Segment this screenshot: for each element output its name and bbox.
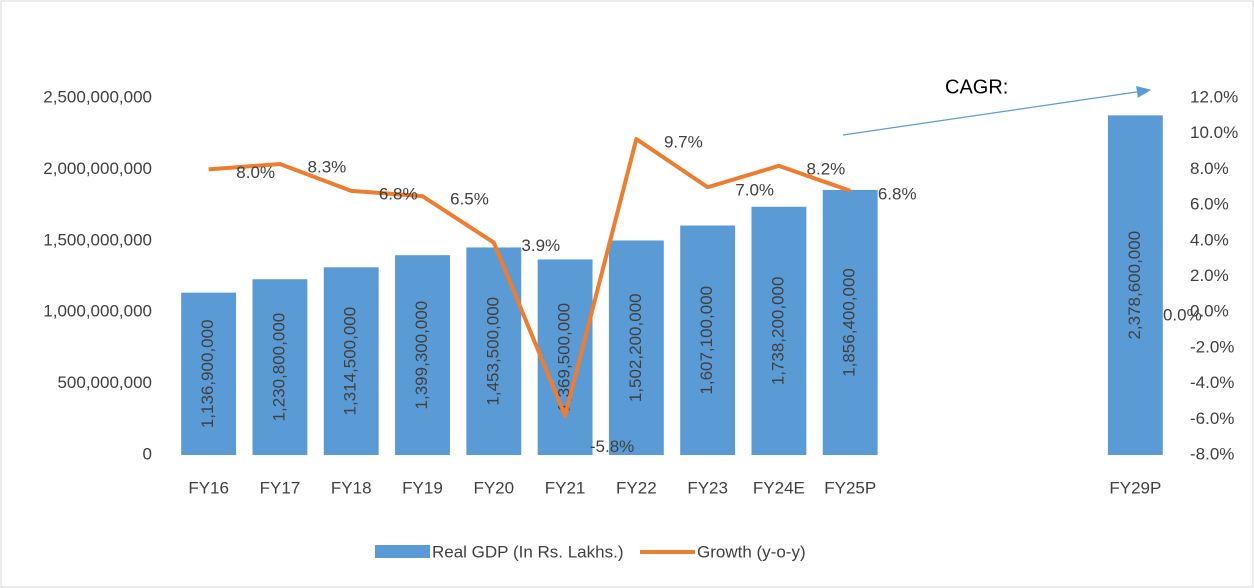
line-label: -5.8% (590, 437, 634, 456)
bar (252, 279, 308, 455)
y2-tick-label: -2.0% (1190, 337, 1234, 356)
annotation: CAGR: (945, 76, 1008, 98)
bar-label: 1,453,500,000 (483, 297, 502, 406)
line-label: 0.0% (1163, 306, 1202, 325)
x-tick-label: FY29P (1109, 478, 1161, 497)
y2-tick-label: -4.0% (1190, 373, 1234, 392)
line-label: 6.8% (379, 184, 418, 203)
legend-swatch (375, 545, 430, 558)
bar-label: 2,378,600,000 (1125, 231, 1144, 340)
cagr-arrow (842, 85, 1152, 136)
y2-tick-label: 0.0% (1190, 302, 1229, 321)
legend-label: Real GDP (In Rs. Lakhs.) (432, 542, 623, 561)
legend-label: Growth (y-o-y) (697, 542, 806, 561)
y2-tick-label: 10.0% (1190, 123, 1238, 142)
x-tick-label: FY18 (331, 478, 372, 497)
bar (608, 240, 664, 455)
y-tick-label: 1,000,000,000 (43, 302, 152, 321)
y2-tick-label: 2.0% (1190, 266, 1229, 285)
bar (323, 267, 379, 455)
line-label: 8.2% (807, 159, 846, 178)
bar-label: 1,607,100,000 (697, 286, 716, 395)
line-label: 3.9% (521, 236, 560, 255)
line-label: 8.0% (236, 163, 275, 182)
line-label: 9.7% (664, 133, 703, 152)
bar-label: 1,230,800,000 (269, 313, 288, 422)
bar (181, 292, 237, 455)
bar (680, 225, 736, 455)
bar (1107, 115, 1163, 455)
bar-label: 1,502,200,000 (626, 293, 645, 402)
bar-label: 1,738,200,000 (768, 277, 787, 386)
x-tick-label: FY23 (687, 478, 728, 497)
x-tick-label: FY16 (188, 478, 229, 497)
bar-label: 1,369,500,000 (555, 303, 574, 412)
line-label: 8.3% (308, 158, 347, 177)
x-tick-label: FY21 (545, 478, 586, 497)
line-label: 7.0% (735, 181, 774, 200)
line-label: 6.8% (878, 184, 917, 203)
y2-tick-label: 12.0% (1190, 87, 1238, 106)
x-tick-label: FY20 (473, 478, 514, 497)
bar-label: 1,136,900,000 (198, 319, 217, 428)
bar (395, 255, 450, 455)
bar (537, 259, 593, 455)
y2-tick-label: 8.0% (1190, 159, 1229, 178)
x-tick-label: FY24E (753, 478, 805, 497)
x-tick-label: FY17 (260, 478, 301, 497)
y2-tick-label: -8.0% (1190, 444, 1234, 463)
bar-label: 1,399,300,000 (412, 301, 431, 410)
y-tick-label: 1,500,000,000 (43, 230, 152, 249)
y-tick-label: 0 (143, 444, 152, 463)
bar-label: 1,314,500,000 (341, 307, 360, 416)
bar (751, 206, 807, 455)
bar-label: 1,856,400,000 (840, 268, 859, 377)
y2-tick-label: 4.0% (1190, 230, 1229, 249)
y-tick-label: 2,000,000,000 (43, 159, 152, 178)
y-tick-label: 2,500,000,000 (43, 87, 152, 106)
x-tick-label: FY19 (402, 478, 443, 497)
x-tick-label: FY25P (824, 478, 876, 497)
x-tick-label: FY22 (616, 478, 657, 497)
line-label: 6.5% (450, 190, 489, 209)
y-tick-label: 500,000,000 (57, 373, 152, 392)
y2-tick-label: -6.0% (1190, 409, 1234, 428)
y2-tick-label: 6.0% (1190, 195, 1229, 214)
bar (822, 189, 878, 456)
